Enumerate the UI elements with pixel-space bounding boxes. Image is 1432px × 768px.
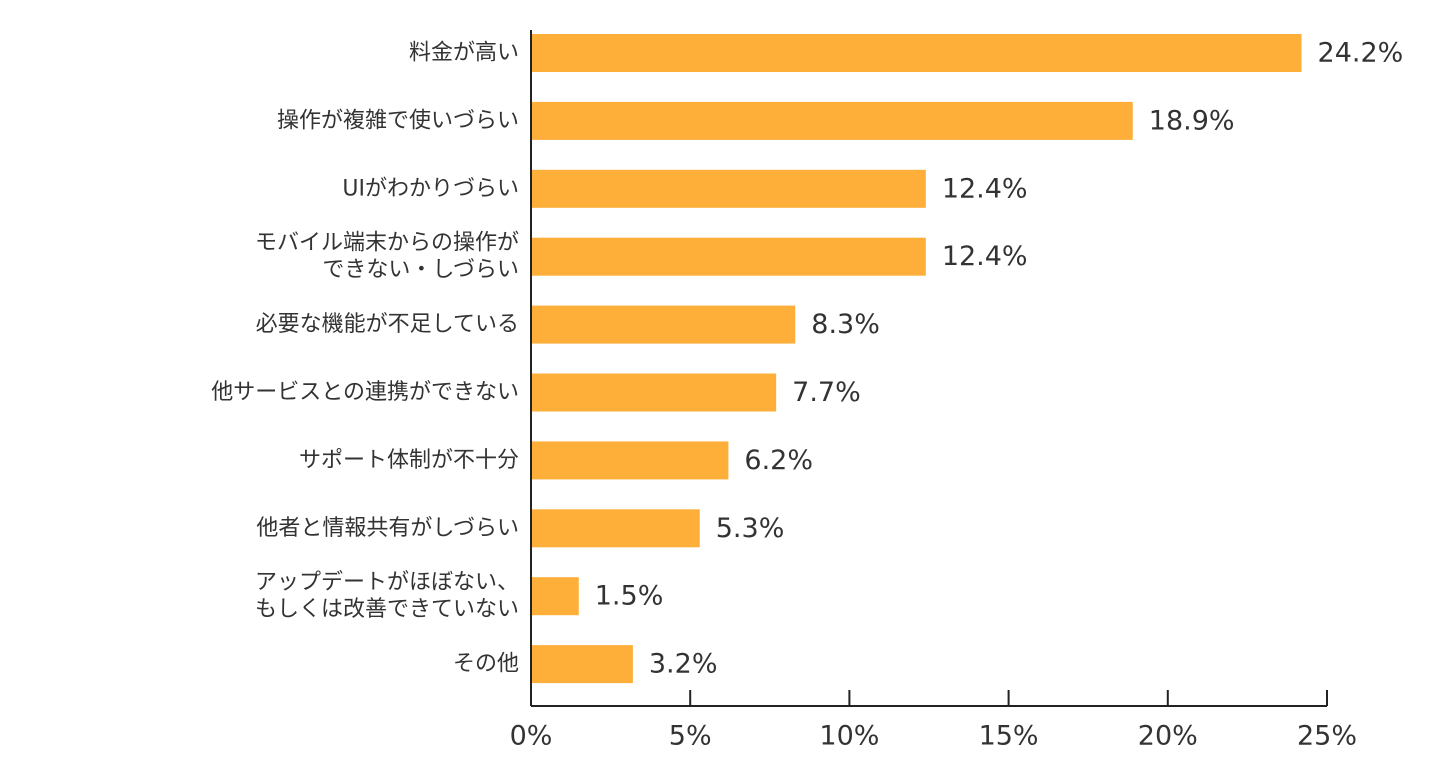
- bar: [531, 101, 1133, 140]
- bar: [531, 34, 1302, 72]
- x-tick-label: 15%: [979, 721, 1039, 752]
- category-label: 必要な機能が不足している: [256, 312, 519, 337]
- data-label: 12.4%: [942, 173, 1028, 204]
- bar: [531, 373, 777, 412]
- x-tick-label: 25%: [1297, 721, 1357, 752]
- category-label: モバイル端末からの操作ができない・しづらい: [255, 231, 519, 283]
- x-tick-label: 5%: [669, 721, 712, 752]
- category-label: 料金が高い: [409, 41, 519, 66]
- bar: [531, 305, 796, 344]
- bar: [531, 237, 926, 276]
- category-label: 他者と情報共有がしづらい: [256, 516, 519, 541]
- x-tick-label: 20%: [1138, 721, 1198, 752]
- bar: [531, 577, 579, 616]
- x-tick-label: 0%: [510, 721, 553, 752]
- category-label: 他サービスとの連携ができない: [211, 380, 519, 405]
- category-label: アップデートがほぼない、もしくは改善できていない: [255, 570, 519, 622]
- data-label: 8.3%: [811, 309, 880, 340]
- data-label: 18.9%: [1149, 105, 1235, 136]
- category-label: その他: [453, 652, 519, 677]
- category-label: 操作が複雑で使いづらい: [277, 108, 519, 133]
- data-label: 3.2%: [649, 649, 718, 680]
- category-label: UIがわかりづらい: [342, 176, 519, 201]
- data-label: 7.7%: [792, 377, 861, 408]
- data-label: 5.3%: [716, 513, 785, 544]
- data-label: 12.4%: [942, 241, 1028, 272]
- data-label: 24.2%: [1318, 38, 1404, 69]
- data-label: 1.5%: [595, 581, 664, 612]
- x-tick-label: 10%: [819, 721, 879, 752]
- bar: [531, 509, 700, 548]
- bar: [531, 441, 729, 480]
- category-label: サポート体制が不十分: [299, 448, 519, 473]
- data-label: 6.2%: [744, 445, 813, 476]
- bar: [531, 645, 633, 684]
- bar: [531, 169, 926, 208]
